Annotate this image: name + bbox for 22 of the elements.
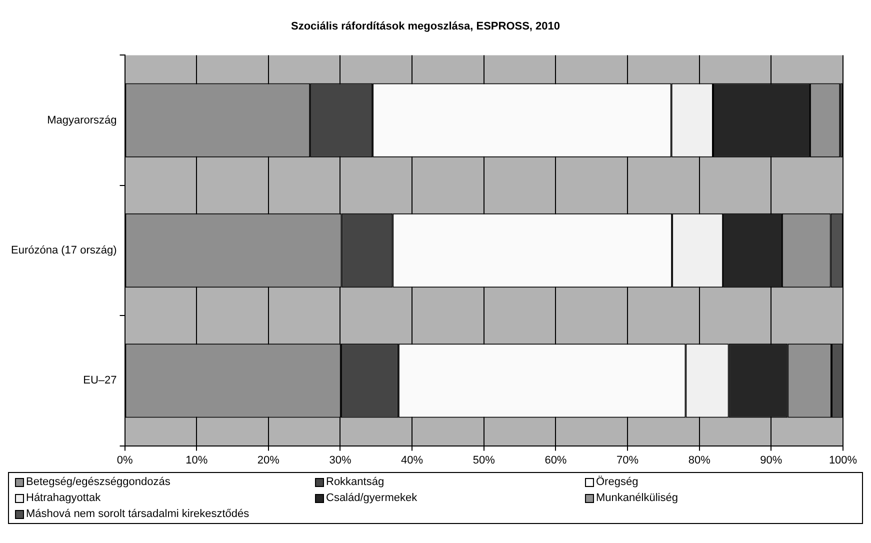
x-tick-label: 100% [828,454,858,466]
chart-title: Szociális ráfordítások megoszlása, ESPROSS, 2010 [290,20,560,33]
x-tick-label: 0% [116,454,133,466]
legend-label: Öregség [596,476,638,488]
x-tick-label: 80% [688,454,711,466]
legend-label: Család/gyermekek [326,492,418,504]
legend-label: Hátrahagyottak [26,492,101,504]
x-tick-label: 30% [329,454,352,466]
legend-label: Rokkantság [326,476,384,488]
legend-label: Munkanélküliség [596,492,678,504]
y-tick-label: EU–27 [83,374,117,387]
x-tick-label: 70% [616,454,639,466]
x-tick-label: 20% [257,454,280,466]
y-tick-label: Eurózóna (17 ország) [10,244,117,257]
x-tick-label: 60% [544,454,567,466]
x-tick-label: 40% [401,454,424,466]
legend-label: Betegség/egészséggondozás [26,476,170,488]
legend-label: Máshová nem sorolt társadalmi kirekesztődés [26,508,250,520]
y-tick-label: Magyarország [47,114,117,126]
x-tick-label: 10% [186,454,208,466]
x-tick-label: 90% [760,454,782,466]
x-tick-label: 50% [472,454,496,466]
